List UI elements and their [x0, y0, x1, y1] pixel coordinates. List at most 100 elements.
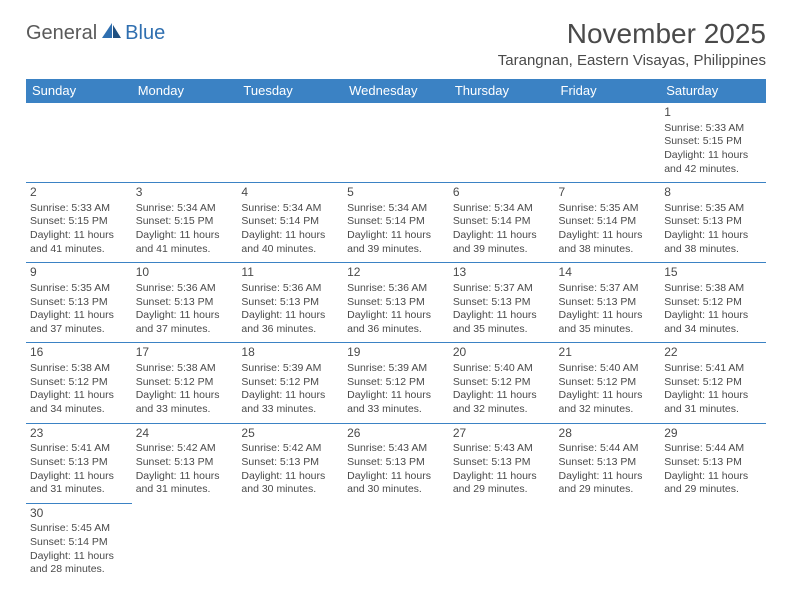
day-number: 5 [347, 185, 445, 201]
calendar-cell [343, 103, 449, 183]
day-detail: Sunrise: 5:40 AM [559, 362, 657, 376]
day-detail: and 38 minutes. [559, 243, 657, 257]
day-detail: Sunrise: 5:34 AM [347, 202, 445, 216]
day-detail: Sunset: 5:13 PM [664, 456, 762, 470]
day-detail: Daylight: 11 hours [664, 389, 762, 403]
day-number: 27 [453, 426, 551, 442]
day-number: 19 [347, 345, 445, 361]
day-detail: and 41 minutes. [136, 243, 234, 257]
day-detail: Sunset: 5:15 PM [136, 215, 234, 229]
day-number: 15 [664, 265, 762, 281]
day-detail: and 37 minutes. [30, 323, 128, 337]
calendar-row: 23Sunrise: 5:41 AMSunset: 5:13 PMDayligh… [26, 423, 766, 503]
day-detail: Daylight: 11 hours [30, 550, 128, 564]
day-detail: Sunset: 5:13 PM [559, 296, 657, 310]
day-detail: Sunset: 5:13 PM [136, 296, 234, 310]
day-number: 8 [664, 185, 762, 201]
logo: General Blue [26, 22, 165, 45]
day-number: 1 [664, 105, 762, 121]
day-detail: Sunrise: 5:45 AM [30, 522, 128, 536]
day-detail: and 38 minutes. [664, 243, 762, 257]
day-detail: Daylight: 11 hours [347, 229, 445, 243]
day-detail: Sunrise: 5:44 AM [559, 442, 657, 456]
day-detail: Sunrise: 5:33 AM [30, 202, 128, 216]
day-number: 14 [559, 265, 657, 281]
day-detail: Sunrise: 5:41 AM [30, 442, 128, 456]
day-detail: Sunrise: 5:44 AM [664, 442, 762, 456]
logo-sail-icon [101, 22, 123, 45]
calendar-cell: 22Sunrise: 5:41 AMSunset: 5:12 PMDayligh… [660, 343, 766, 423]
day-detail: Sunrise: 5:40 AM [453, 362, 551, 376]
day-detail: Sunrise: 5:39 AM [347, 362, 445, 376]
day-detail: Sunset: 5:12 PM [241, 376, 339, 390]
calendar-row: 30Sunrise: 5:45 AMSunset: 5:14 PMDayligh… [26, 503, 766, 583]
day-detail: Sunset: 5:14 PM [241, 215, 339, 229]
day-detail: Sunset: 5:12 PM [453, 376, 551, 390]
calendar-cell: 29Sunrise: 5:44 AMSunset: 5:13 PMDayligh… [660, 423, 766, 503]
calendar-cell [132, 503, 238, 583]
calendar-cell [237, 503, 343, 583]
day-detail: and 29 minutes. [559, 483, 657, 497]
calendar-cell: 23Sunrise: 5:41 AMSunset: 5:13 PMDayligh… [26, 423, 132, 503]
day-detail: Daylight: 11 hours [241, 229, 339, 243]
day-detail: Sunrise: 5:34 AM [136, 202, 234, 216]
day-detail: and 31 minutes. [136, 483, 234, 497]
day-detail: and 34 minutes. [30, 403, 128, 417]
day-number: 23 [30, 426, 128, 442]
day-detail: Daylight: 11 hours [241, 309, 339, 323]
calendar-row: 16Sunrise: 5:38 AMSunset: 5:12 PMDayligh… [26, 343, 766, 423]
day-number: 22 [664, 345, 762, 361]
day-detail: Sunrise: 5:34 AM [241, 202, 339, 216]
day-detail: and 41 minutes. [30, 243, 128, 257]
logo-text-general: General [26, 22, 97, 45]
day-detail: Daylight: 11 hours [30, 229, 128, 243]
weekday-header: Friday [555, 79, 661, 103]
day-detail: and 29 minutes. [453, 483, 551, 497]
weekday-header: Thursday [449, 79, 555, 103]
day-detail: Sunrise: 5:35 AM [30, 282, 128, 296]
day-number: 29 [664, 426, 762, 442]
day-detail: Daylight: 11 hours [136, 229, 234, 243]
header: General Blue November 2025 Tarangnan, Ea… [26, 18, 766, 69]
calendar-row: 9Sunrise: 5:35 AMSunset: 5:13 PMDaylight… [26, 263, 766, 343]
day-detail: Sunrise: 5:39 AM [241, 362, 339, 376]
calendar-cell: 8Sunrise: 5:35 AMSunset: 5:13 PMDaylight… [660, 183, 766, 263]
calendar-cell: 19Sunrise: 5:39 AMSunset: 5:12 PMDayligh… [343, 343, 449, 423]
day-detail: Sunset: 5:12 PM [136, 376, 234, 390]
day-detail: Sunset: 5:13 PM [241, 456, 339, 470]
calendar-cell [449, 103, 555, 183]
weekday-header: Saturday [660, 79, 766, 103]
calendar-cell: 14Sunrise: 5:37 AMSunset: 5:13 PMDayligh… [555, 263, 661, 343]
calendar-cell: 13Sunrise: 5:37 AMSunset: 5:13 PMDayligh… [449, 263, 555, 343]
calendar-cell: 30Sunrise: 5:45 AMSunset: 5:14 PMDayligh… [26, 503, 132, 583]
day-detail: Daylight: 11 hours [136, 309, 234, 323]
weekday-header: Tuesday [237, 79, 343, 103]
day-detail: Daylight: 11 hours [559, 309, 657, 323]
day-detail: Sunset: 5:14 PM [559, 215, 657, 229]
day-detail: Sunset: 5:13 PM [664, 215, 762, 229]
day-detail: Sunrise: 5:38 AM [136, 362, 234, 376]
day-detail: Sunset: 5:14 PM [30, 536, 128, 550]
day-detail: Sunset: 5:12 PM [559, 376, 657, 390]
day-detail: Sunset: 5:12 PM [664, 376, 762, 390]
day-detail: Daylight: 11 hours [664, 470, 762, 484]
title-block: November 2025 Tarangnan, Eastern Visayas… [498, 18, 766, 69]
day-detail: Sunrise: 5:43 AM [347, 442, 445, 456]
day-number: 2 [30, 185, 128, 201]
calendar-cell: 20Sunrise: 5:40 AMSunset: 5:12 PMDayligh… [449, 343, 555, 423]
day-detail: Sunrise: 5:36 AM [136, 282, 234, 296]
day-detail: and 28 minutes. [30, 563, 128, 577]
calendar-cell: 11Sunrise: 5:36 AMSunset: 5:13 PMDayligh… [237, 263, 343, 343]
day-detail: Sunset: 5:13 PM [347, 456, 445, 470]
day-number: 21 [559, 345, 657, 361]
day-detail: Daylight: 11 hours [241, 470, 339, 484]
day-detail: Daylight: 11 hours [664, 229, 762, 243]
day-detail: Sunset: 5:13 PM [453, 456, 551, 470]
day-detail: Sunset: 5:13 PM [30, 456, 128, 470]
calendar-cell: 16Sunrise: 5:38 AMSunset: 5:12 PMDayligh… [26, 343, 132, 423]
day-number: 24 [136, 426, 234, 442]
day-detail: Sunset: 5:12 PM [30, 376, 128, 390]
day-number: 28 [559, 426, 657, 442]
day-number: 7 [559, 185, 657, 201]
calendar-cell: 10Sunrise: 5:36 AMSunset: 5:13 PMDayligh… [132, 263, 238, 343]
